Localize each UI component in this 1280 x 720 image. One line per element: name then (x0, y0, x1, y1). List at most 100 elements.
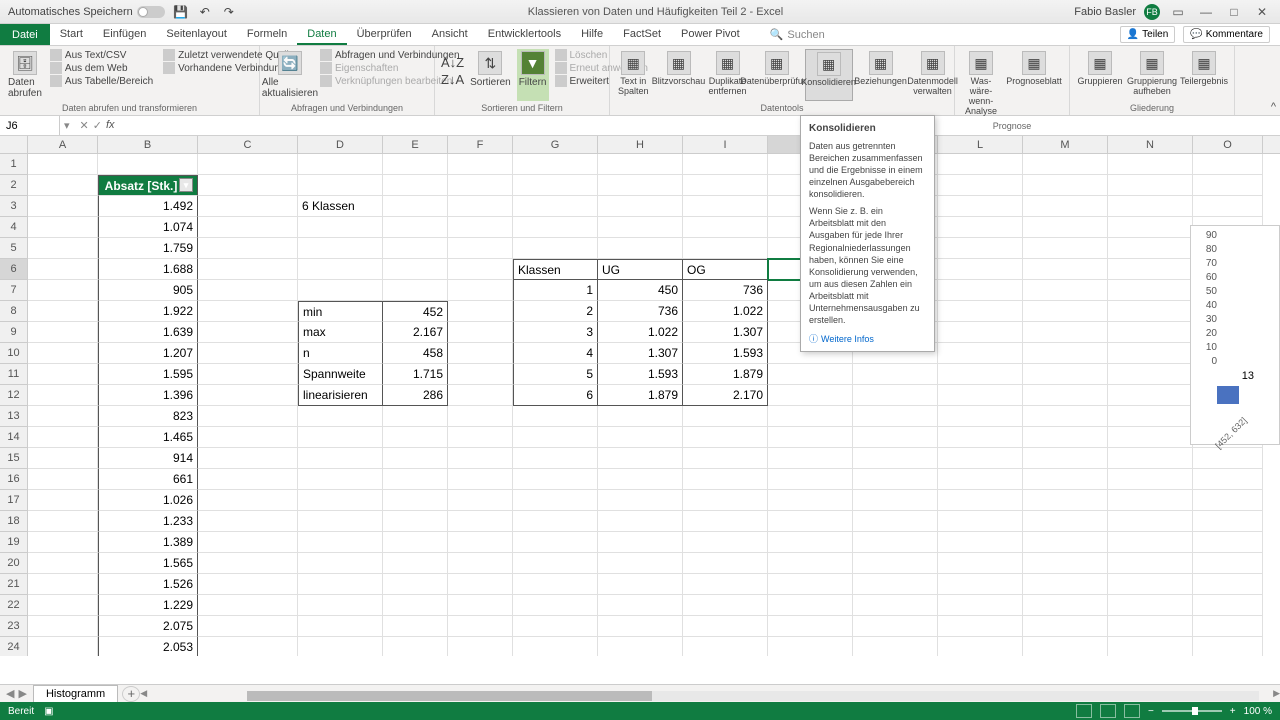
col-header[interactable]: F (448, 136, 513, 153)
cell[interactable]: 661 (98, 469, 198, 490)
row-header[interactable]: 13 (0, 406, 28, 427)
ribbon-btn-blitzvorschau[interactable]: ▦Blitzvorschau (655, 49, 703, 101)
cell[interactable] (513, 574, 598, 595)
cell[interactable] (1193, 595, 1263, 616)
cell[interactable]: 2.167 (383, 322, 448, 343)
cell[interactable] (1108, 259, 1193, 280)
row-header[interactable]: 18 (0, 511, 28, 532)
cell[interactable]: 1.074 (98, 217, 198, 238)
cell[interactable] (448, 616, 513, 637)
row-header[interactable]: 22 (0, 595, 28, 616)
cell[interactable] (383, 427, 448, 448)
row-header[interactable]: 4 (0, 217, 28, 238)
cell[interactable] (448, 217, 513, 238)
row-header[interactable]: 11 (0, 364, 28, 385)
cell[interactable] (938, 574, 1023, 595)
cell[interactable]: 1.022 (598, 322, 683, 343)
cell[interactable] (298, 175, 383, 196)
cell[interactable] (513, 637, 598, 656)
cell[interactable] (1023, 532, 1108, 553)
cell[interactable] (1023, 280, 1108, 301)
cell[interactable] (683, 175, 768, 196)
col-header[interactable]: D (298, 136, 383, 153)
cell[interactable]: Klassen (513, 259, 598, 280)
cell[interactable]: 1 (513, 280, 598, 301)
cell[interactable] (938, 532, 1023, 553)
ribbon-small-btn[interactable]: Aus Text/CSV (48, 49, 155, 61)
cell[interactable] (598, 553, 683, 574)
cell[interactable] (598, 217, 683, 238)
ribbon-tab-power pivot[interactable]: Power Pivot (671, 25, 750, 45)
share-button[interactable]: 👤 Teilen (1120, 26, 1176, 43)
cell[interactable] (1108, 637, 1193, 656)
ribbon-tab-ansicht[interactable]: Ansicht (422, 25, 478, 45)
cell[interactable]: 1.389 (98, 532, 198, 553)
cell[interactable] (448, 448, 513, 469)
cell[interactable] (298, 490, 383, 511)
cell[interactable] (28, 511, 98, 532)
cell[interactable]: 1.593 (598, 364, 683, 385)
cell[interactable] (198, 343, 298, 364)
cell[interactable] (1108, 532, 1193, 553)
row-header[interactable]: 21 (0, 574, 28, 595)
cell[interactable] (383, 280, 448, 301)
cell[interactable] (28, 469, 98, 490)
cell[interactable] (28, 490, 98, 511)
cell[interactable]: 2.075 (98, 616, 198, 637)
refresh-all-button[interactable]: 🔄 Alle aktualisieren (266, 49, 314, 101)
cell[interactable] (1108, 154, 1193, 175)
ribbon-small-btn[interactable]: Aus dem Web (48, 62, 155, 74)
cell[interactable]: 2.170 (683, 385, 768, 406)
redo-icon[interactable]: ↷ (221, 4, 237, 20)
cell[interactable]: OG (683, 259, 768, 280)
cell[interactable] (683, 469, 768, 490)
row-header[interactable]: 10 (0, 343, 28, 364)
tooltip-link[interactable]: ⓘ Weitere Infos (809, 333, 926, 345)
col-header[interactable]: A (28, 136, 98, 153)
cell[interactable] (1023, 490, 1108, 511)
sort-desc-icon[interactable]: Z↓A (441, 72, 464, 87)
cell[interactable] (1023, 154, 1108, 175)
cell[interactable] (938, 364, 1023, 385)
cell[interactable] (683, 196, 768, 217)
cell[interactable] (1023, 175, 1108, 196)
filter-button[interactable]: ▼ Filtern (517, 49, 549, 101)
cell[interactable] (1108, 322, 1193, 343)
col-header[interactable]: M (1023, 136, 1108, 153)
cell[interactable] (938, 553, 1023, 574)
cell[interactable] (1023, 637, 1108, 656)
cell[interactable]: UG (598, 259, 683, 280)
cell[interactable] (938, 196, 1023, 217)
cell[interactable] (298, 511, 383, 532)
fx-icon[interactable]: fx (106, 119, 115, 132)
cell[interactable] (448, 595, 513, 616)
cell[interactable] (683, 532, 768, 553)
cell[interactable] (448, 364, 513, 385)
cell[interactable] (853, 448, 938, 469)
cell[interactable] (1023, 406, 1108, 427)
col-header[interactable]: E (383, 136, 448, 153)
cell[interactable] (853, 511, 938, 532)
cell[interactable] (1023, 259, 1108, 280)
cell[interactable] (1023, 595, 1108, 616)
cell[interactable] (1023, 511, 1108, 532)
cell[interactable] (683, 406, 768, 427)
cell[interactable] (938, 154, 1023, 175)
cell[interactable]: 2.053 (98, 637, 198, 656)
col-header[interactable]: O (1193, 136, 1263, 153)
col-header[interactable]: L (938, 136, 1023, 153)
cell[interactable] (448, 385, 513, 406)
cell[interactable]: 2 (513, 301, 598, 322)
ribbon-tab-einfügen[interactable]: Einfügen (93, 25, 156, 45)
cell[interactable] (298, 406, 383, 427)
cell[interactable] (383, 406, 448, 427)
cell[interactable] (198, 238, 298, 259)
cell[interactable] (448, 196, 513, 217)
cell[interactable] (28, 364, 98, 385)
col-header[interactable]: B (98, 136, 198, 153)
cell[interactable] (1023, 343, 1108, 364)
cell[interactable] (598, 532, 683, 553)
row-header[interactable]: 23 (0, 616, 28, 637)
cell[interactable] (198, 259, 298, 280)
cell[interactable] (383, 616, 448, 637)
